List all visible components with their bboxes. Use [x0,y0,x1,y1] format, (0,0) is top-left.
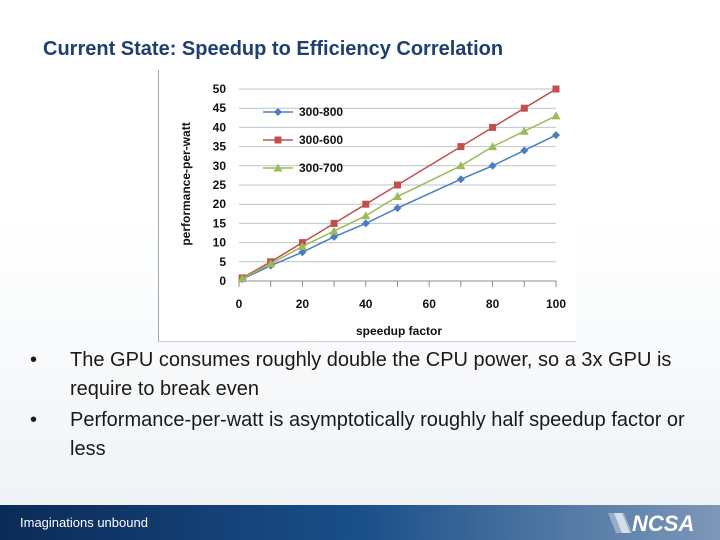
axes: 0 5 10 15 20 25 30 35 40 45 50 0 20 40 60 80 100 [213,82,567,311]
bullet-text: Performance-per-watt is asymptotically r… [70,409,685,460]
data-point [552,131,560,140]
x-tick-label: 40 [359,297,373,311]
data-point [520,146,529,155]
data-point [274,108,282,116]
y-tick-label: 15 [213,216,227,230]
y-tick-label: 0 [219,274,226,288]
y-tick-label: 5 [219,255,226,269]
data-point [489,123,497,131]
data-point [394,181,401,189]
series-group [237,85,561,284]
x-tick-label: 60 [423,297,437,311]
data-point [361,211,371,220]
series-line [241,134,557,280]
data-point [456,175,465,184]
legend-label: 300-800 [299,105,343,119]
data-point [519,126,529,135]
bullet-item: • Performance-per-watt is asymptotically… [28,406,708,464]
y-tick-label: 45 [213,101,227,115]
y-tick-label: 10 [213,236,227,250]
x-axis-label: speedup factor [356,324,442,338]
bullet-list: • The GPU consumes roughly double the CP… [28,346,708,466]
data-point [362,200,370,208]
footer-tagline: Imaginations unbound [20,515,148,530]
data-point [552,85,560,93]
data-point [274,136,282,144]
data-point [330,232,339,241]
y-tick-label: 40 [213,120,227,134]
data-point [330,219,338,227]
y-tick-label: 20 [213,197,227,211]
y-tick-label: 30 [213,159,227,173]
series-line [241,115,557,280]
data-point [551,111,561,120]
data-point [297,241,307,250]
legend-label: 300-700 [299,161,343,175]
ncsa-logo-icon: NCSA [608,511,694,536]
series-300-700 [237,111,561,283]
data-point [488,161,497,170]
legend-label: 300-600 [299,133,343,147]
x-tick-label: 100 [546,297,566,311]
series-line [241,88,557,279]
data-point [329,226,339,235]
series-300-600 [238,85,560,282]
data-point [488,142,498,151]
data-point [393,204,402,213]
bullet-marker: • [30,349,38,371]
x-tick-label: 0 [236,297,243,311]
y-tick-label: 25 [213,178,227,192]
footer-bar: Imaginations unbound NCSA [0,505,720,540]
line-chart: 0 5 10 15 20 25 30 35 40 45 50 0 20 40 60 80 100 300-800… [179,82,567,338]
data-point [298,248,307,257]
data-point [273,163,283,172]
data-point [266,259,276,268]
legend: 300-800 300-600 300-700 [263,105,343,175]
y-tick-label: 50 [213,82,227,96]
data-point [237,274,247,283]
data-point [393,192,402,201]
data-point [520,104,528,112]
bullet-marker: • [30,409,38,431]
x-tick-label: 80 [486,297,500,311]
x-tick-label: 20 [296,297,310,311]
logo-text: NCSA [632,511,694,536]
data-point [456,161,466,170]
grid-lines [239,88,556,263]
data-point [361,219,370,228]
chart-frame: 0 5 10 15 20 25 30 35 40 45 50 0 20 40 60 80 100 300-800… [158,70,576,342]
y-axis-label: performance-per-watt [179,122,193,245]
bullet-text: The GPU consumes roughly double the CPU … [70,349,672,400]
bullet-item: • The GPU consumes roughly double the CP… [28,346,708,404]
data-point [457,143,465,151]
slide-title: Current State: Speedup to Efficiency Cor… [43,38,504,60]
y-tick-label: 35 [213,140,227,154]
series-300-800 [238,131,560,284]
